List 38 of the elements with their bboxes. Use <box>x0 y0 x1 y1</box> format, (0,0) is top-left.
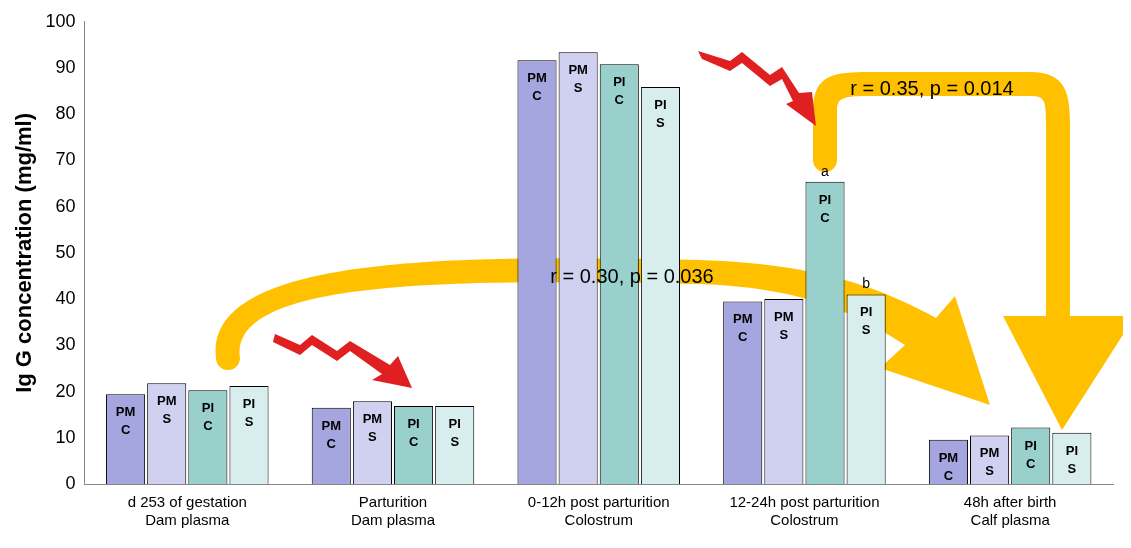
text: PM S <box>568 62 588 96</box>
text: PM S <box>156 393 177 427</box>
x-tick-label: d 253 of gestation Dam plasma <box>127 493 247 529</box>
text: PM S <box>362 411 383 445</box>
y-tick-label: 50 <box>55 241 76 262</box>
y-tick-label: 70 <box>55 149 76 170</box>
y-tick-label: 30 <box>55 334 76 355</box>
text: PM C <box>321 417 342 451</box>
series-label: PI C <box>201 400 215 434</box>
text: PI C <box>407 415 420 449</box>
series-label: PM S <box>979 445 1000 479</box>
series-label: PI S <box>1065 442 1079 476</box>
text: PI S <box>654 96 667 130</box>
x-tick-label: 48h after birth Calf plasma <box>963 493 1057 529</box>
y-tick-label: 10 <box>55 426 76 447</box>
x-tick-label: 0-12h post parturition Colostrum <box>527 493 670 529</box>
text: PI S <box>242 396 256 430</box>
text: PM C <box>527 70 547 104</box>
y-tick-label: 80 <box>55 103 76 124</box>
text: PI S <box>448 415 461 449</box>
text: PM S <box>774 309 794 343</box>
y-tick-label: 40 <box>55 288 76 309</box>
x-tick-label: 12-24h post parturition Colostrum <box>729 493 880 529</box>
series-label: PM C <box>938 449 959 483</box>
text: PI C <box>613 74 626 108</box>
text: PI C <box>1024 437 1037 471</box>
text: PM C <box>115 404 136 438</box>
text: PI S <box>860 304 873 338</box>
x-tick-label: Parturition Dam plasma <box>350 493 436 529</box>
y-tick-label: 100 <box>45 10 76 31</box>
y-tick-label: 60 <box>55 195 76 216</box>
y-tick-label: 0 <box>65 472 76 493</box>
y-tick-label: 90 <box>55 56 76 77</box>
y-axis-title: Ig G concentration (mg/ml) <box>11 112 37 393</box>
text: PM C <box>732 311 753 345</box>
text: PI C <box>818 191 832 225</box>
annotation: r = 0.35, p = 0.014 <box>850 76 1014 100</box>
y-tick-label: 20 <box>55 380 76 401</box>
